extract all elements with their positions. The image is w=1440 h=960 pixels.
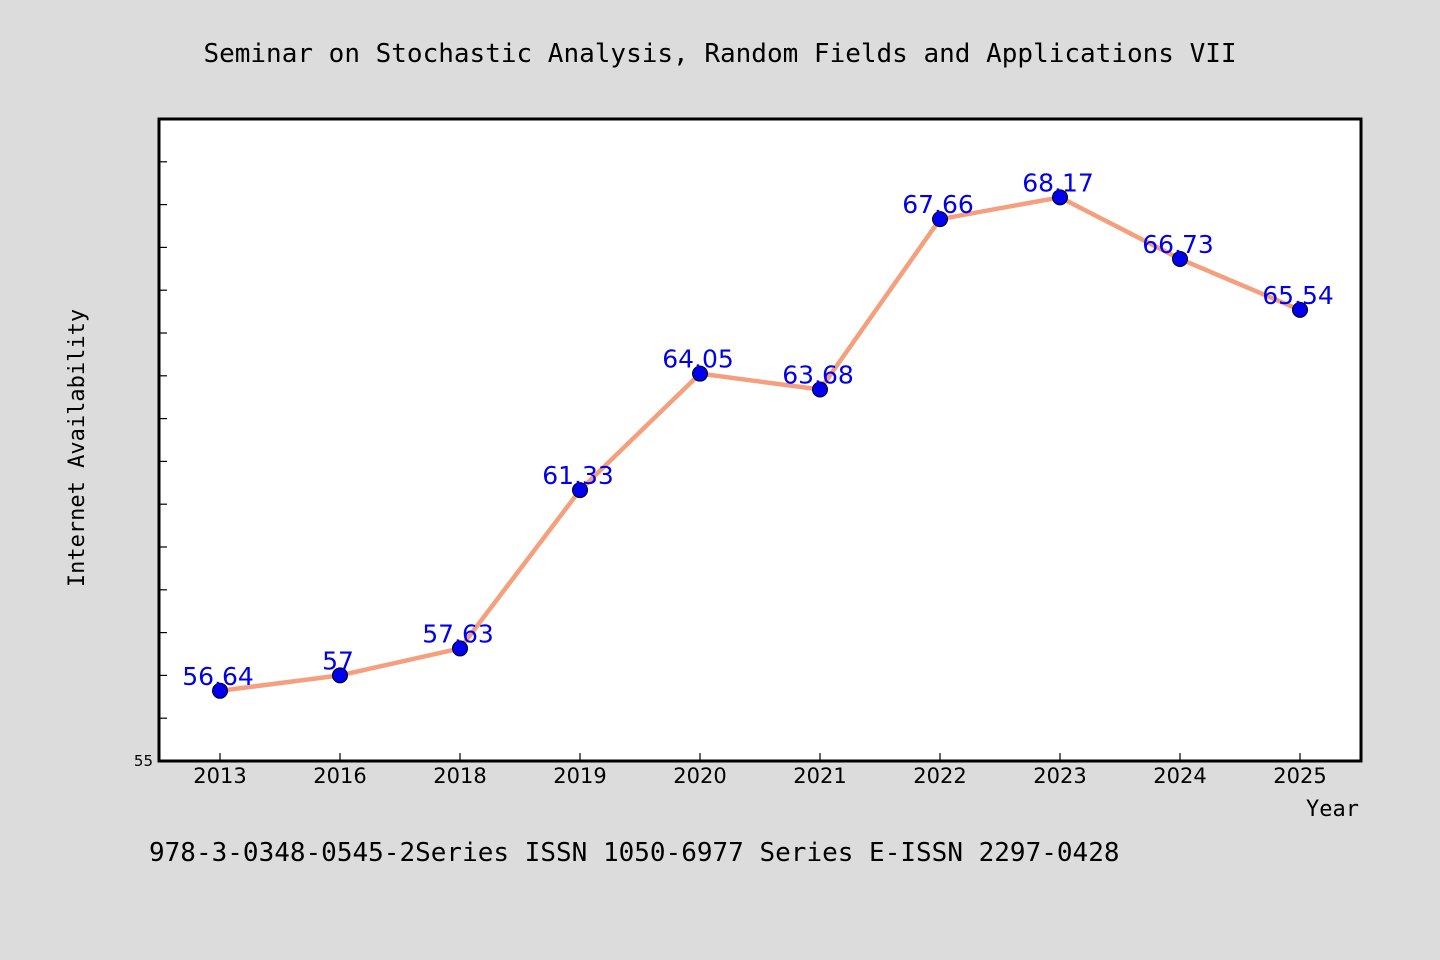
data-point	[812, 381, 828, 398]
plot-area	[157, 117, 1363, 763]
x-tick-label: 2018	[433, 764, 486, 788]
footer-text: 978-3-0348-0545-2Series ISSN 1050-6977 S…	[149, 838, 1120, 868]
data-label: 63.68	[782, 360, 854, 389]
data-point	[212, 682, 228, 699]
x-tick-label: 2025	[1273, 764, 1326, 788]
data-point	[332, 667, 348, 684]
x-axis-label: Year	[1306, 797, 1359, 822]
data-point	[932, 211, 948, 228]
x-tick-label: 2019	[553, 764, 606, 788]
data-label: 64.05	[662, 345, 734, 374]
x-tick-label: 2024	[1153, 764, 1206, 788]
series-line	[219, 195, 1301, 694]
axis-ticks	[159, 161, 1301, 761]
data-point	[1292, 301, 1308, 318]
y-tick-labels: 55	[134, 752, 153, 770]
data-point	[1172, 250, 1188, 267]
data-label: 67.66	[902, 190, 974, 219]
data-label: 66.73	[1142, 230, 1214, 259]
x-tick-label: 2022	[913, 764, 966, 788]
x-tick-label: 2020	[673, 764, 726, 788]
data-point	[692, 365, 708, 382]
data-label: 56.64	[182, 662, 254, 691]
x-tick-label: 2016	[313, 764, 366, 788]
series-group: 56.64 57 57.63 61.33 64.05 63.68 67.66 68.17 66.…	[182, 168, 1334, 699]
y-tick-label: 55	[134, 752, 153, 770]
x-tick-label: 2021	[793, 764, 846, 788]
data-label: 57.63	[422, 619, 494, 648]
data-label: 57	[322, 646, 354, 675]
chart-title: Seminar on Stochastic Analysis, Random F…	[203, 39, 1236, 69]
data-point	[452, 640, 468, 657]
data-label: 65.54	[1262, 281, 1334, 310]
y-axis-label: Internet Availability	[65, 309, 90, 587]
x-tick-label: 2023	[1033, 764, 1086, 788]
data-point	[572, 482, 588, 499]
data-label: 61.33	[542, 461, 614, 490]
x-tick-label: 2013	[193, 764, 246, 788]
data-label: 68.17	[1022, 168, 1094, 197]
x-tick-labels: 2013 2016 2018 2019 2020 2021 2022 2023 2024 2025	[193, 764, 1326, 788]
data-point	[1052, 189, 1068, 206]
